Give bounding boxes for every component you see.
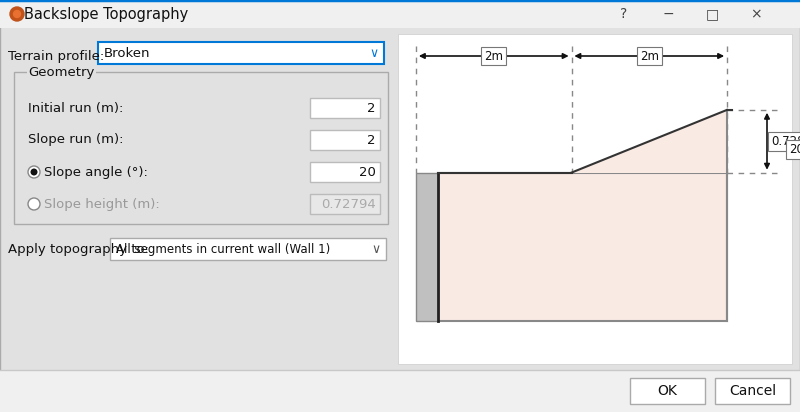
Text: ∨: ∨ bbox=[370, 47, 378, 59]
Text: Geometry: Geometry bbox=[28, 66, 94, 79]
FancyBboxPatch shape bbox=[0, 370, 800, 412]
Text: 2: 2 bbox=[367, 101, 376, 115]
Text: ?: ? bbox=[620, 7, 628, 21]
Text: 0.72794: 0.72794 bbox=[322, 197, 376, 211]
FancyBboxPatch shape bbox=[310, 98, 380, 118]
FancyBboxPatch shape bbox=[438, 173, 727, 321]
FancyBboxPatch shape bbox=[416, 173, 438, 321]
FancyBboxPatch shape bbox=[310, 194, 380, 214]
Text: 20: 20 bbox=[359, 166, 376, 178]
Text: ×: × bbox=[750, 7, 762, 21]
Text: Cancel: Cancel bbox=[729, 384, 776, 398]
FancyBboxPatch shape bbox=[715, 378, 790, 404]
FancyBboxPatch shape bbox=[98, 42, 384, 64]
Circle shape bbox=[28, 166, 40, 178]
FancyBboxPatch shape bbox=[110, 238, 386, 260]
Text: Broken: Broken bbox=[104, 47, 150, 59]
Text: ∨: ∨ bbox=[371, 243, 381, 255]
FancyBboxPatch shape bbox=[310, 130, 380, 150]
Text: Slope height (m):: Slope height (m): bbox=[44, 197, 160, 211]
Text: 2: 2 bbox=[367, 133, 376, 147]
Text: −: − bbox=[662, 7, 674, 21]
FancyBboxPatch shape bbox=[310, 162, 380, 182]
Text: 20.0°: 20.0° bbox=[789, 143, 800, 156]
Polygon shape bbox=[571, 110, 727, 173]
Text: 0.728m: 0.728m bbox=[771, 135, 800, 148]
Circle shape bbox=[28, 198, 40, 210]
Text: 2m: 2m bbox=[640, 49, 658, 63]
Text: Slope run (m):: Slope run (m): bbox=[28, 133, 123, 147]
Circle shape bbox=[14, 10, 21, 17]
Text: Slope angle (°):: Slope angle (°): bbox=[44, 166, 148, 178]
Circle shape bbox=[30, 169, 38, 176]
Text: Apply topography to:: Apply topography to: bbox=[8, 243, 149, 255]
Text: All segments in current wall (Wall 1): All segments in current wall (Wall 1) bbox=[116, 243, 330, 255]
Text: 2m: 2m bbox=[484, 49, 503, 63]
FancyBboxPatch shape bbox=[630, 378, 705, 404]
Text: □: □ bbox=[706, 7, 718, 21]
Text: OK: OK bbox=[658, 384, 678, 398]
Circle shape bbox=[10, 7, 24, 21]
Text: Initial run (m):: Initial run (m): bbox=[28, 101, 123, 115]
Text: Backslope Topography: Backslope Topography bbox=[24, 7, 188, 21]
FancyBboxPatch shape bbox=[398, 34, 792, 364]
FancyBboxPatch shape bbox=[0, 0, 800, 28]
Text: Terrain profile:: Terrain profile: bbox=[8, 50, 104, 63]
